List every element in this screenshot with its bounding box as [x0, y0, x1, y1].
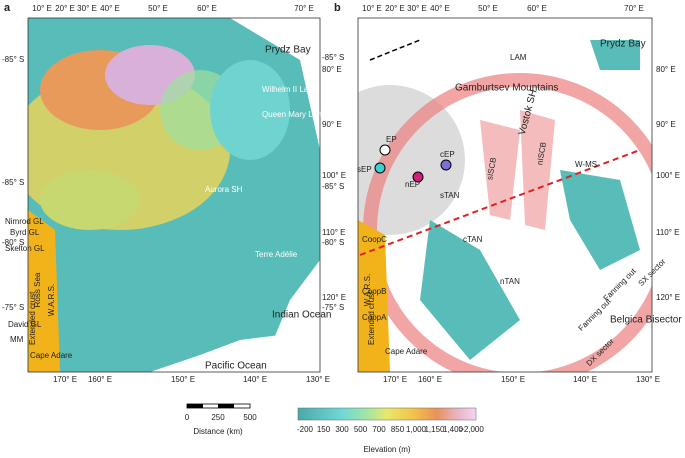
place-label: MM [10, 335, 24, 344]
place-label: Terre Adélie [255, 250, 298, 259]
lon-label: 20° E [55, 4, 75, 13]
axis-label: -85° S [322, 182, 344, 191]
lon-label: 120° E [656, 293, 680, 302]
axis-label: 110° E [322, 228, 346, 237]
place-label: CoopB [362, 287, 386, 296]
place-label: sEP [357, 165, 372, 174]
axis-label: 100° E [322, 171, 346, 180]
scale-label: 250 [211, 413, 225, 422]
lon-label: 170° E [53, 375, 77, 384]
colorbar-label: 500 [354, 425, 368, 434]
lon-label: 140° E [573, 375, 597, 384]
colorbar-label: 1,150 [424, 425, 445, 434]
place-label: Nimrod GL [5, 217, 44, 226]
lon-label: 40° E [430, 4, 450, 13]
place-label: David GL [8, 320, 42, 329]
place-label: Extended crust [367, 291, 376, 345]
place-label: Ross Sea [33, 272, 42, 307]
lon-label: 80° E [656, 65, 676, 74]
place-label: Aurora SH [205, 185, 243, 194]
place-label: Pacific Ocean [205, 361, 267, 372]
place-label: nTAN [500, 277, 520, 286]
panel-label: b [334, 2, 341, 14]
place-label: nISCB [535, 141, 548, 165]
place-label: Skelton GL [5, 244, 45, 253]
place-label: EP [386, 135, 397, 144]
lon-label: 160° E [88, 375, 112, 384]
place-label: nEP [405, 180, 420, 189]
place-label: Wilhelm II Land [262, 85, 317, 94]
lon-label: 150° E [171, 375, 195, 384]
lon-label: 50° E [148, 4, 168, 13]
place-label: Cape Adare [385, 347, 428, 356]
place-label: cEP [440, 150, 455, 159]
place-label: Queen Mary Land [262, 110, 326, 119]
place-label: sISCB [485, 157, 498, 181]
axis-label: 120° E [322, 293, 346, 302]
colorbar-label: 1,400 [443, 425, 464, 434]
lon-label: 90° E [656, 120, 676, 129]
place-label: LAM [510, 53, 527, 62]
colorbar-label: >2,000 [459, 425, 484, 434]
colorbar-label: 150 [317, 425, 331, 434]
scale-label: 500 [243, 413, 257, 422]
map-b [358, 18, 652, 372]
lon-label: 130° E [306, 375, 330, 384]
colorbar-label: 300 [335, 425, 349, 434]
axis-label: -75° S [322, 303, 344, 312]
map-a [28, 18, 320, 372]
scale-title: Distance (km) [193, 427, 243, 436]
place-label: sTAN [440, 191, 460, 200]
place-label: Belgica Bisector [610, 315, 682, 326]
place-label: W.A.R.S. [363, 274, 372, 306]
lon-label: 30° E [407, 4, 427, 13]
lon-label: 100° E [656, 171, 680, 180]
place-label: W.A.R.S. [47, 284, 56, 316]
lon-label: 70° E [294, 4, 314, 13]
lon-label: 20° E [385, 4, 405, 13]
place-label: Prydz Bay [265, 45, 311, 56]
lon-label: 10° E [32, 4, 52, 13]
lon-label: 130° E [636, 375, 660, 384]
panel-label: a [4, 2, 11, 14]
colorbar-label: 700 [372, 425, 386, 434]
lon-label: 60° E [527, 4, 547, 13]
axis-label: -80° S [322, 238, 344, 247]
lon-label: 170° E [383, 375, 407, 384]
lon-label: 140° E [243, 375, 267, 384]
lon-label: 40° E [100, 4, 120, 13]
lon-label: 160° E [418, 375, 442, 384]
place-label: CoopC [362, 235, 387, 244]
lon-label: 150° E [501, 375, 525, 384]
lon-label: 60° E [197, 4, 217, 13]
colorbar-title: Elevation (m) [363, 445, 410, 454]
scale-label: 0 [185, 413, 190, 422]
place-label: Gamburtsev Mountains [455, 83, 558, 94]
place-label: W-MS [575, 160, 597, 169]
place-label: Cape Adare [30, 351, 73, 360]
lat-label: -85° S [2, 55, 24, 64]
place-label: Prydz Bay [600, 39, 646, 50]
axis-label: -85° S [322, 53, 344, 62]
lon-label: 30° E [77, 4, 97, 13]
place-label: cTAN [463, 235, 483, 244]
lat-label: -75° S [2, 303, 24, 312]
lat-label: -85° S [2, 178, 24, 187]
lon-label: 70° E [624, 4, 644, 13]
lon-label: 110° E [656, 228, 680, 237]
place-label: CoopA [362, 313, 387, 322]
place-label: Extended crust [28, 291, 37, 345]
lon-label: 50° E [478, 4, 498, 13]
lon-label: 10° E [362, 4, 382, 13]
place-label: Byrd GL [10, 228, 40, 237]
colorbar-label: 1,000 [406, 425, 427, 434]
axis-label: 90° E [322, 120, 342, 129]
colorbar-label: 850 [391, 425, 405, 434]
axis-label: 80° E [322, 65, 342, 74]
lat-label: -80° S [2, 238, 24, 247]
colorbar [297, 407, 477, 421]
place-label: Indian Ocean [272, 310, 332, 321]
colorbar-label: -200 [297, 425, 314, 434]
